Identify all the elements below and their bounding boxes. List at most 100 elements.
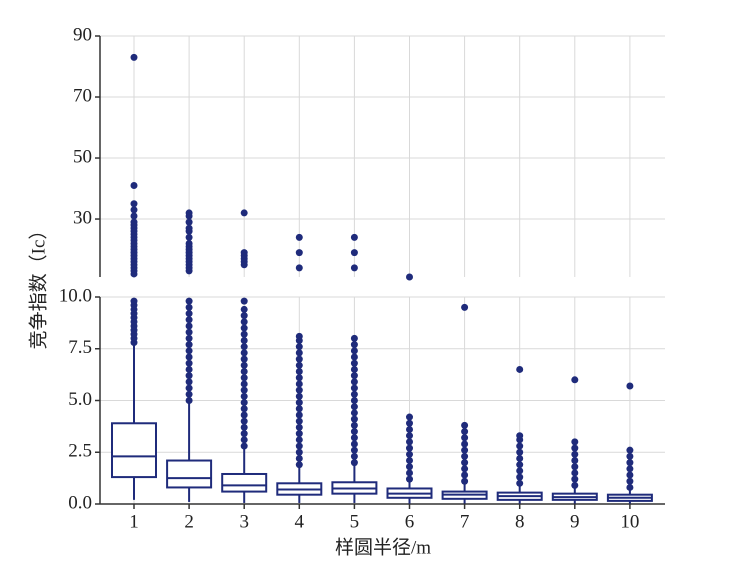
outlier: [626, 382, 634, 390]
outlier: [240, 405, 248, 413]
outlier: [240, 318, 248, 326]
outlier: [461, 477, 469, 485]
outlier: [295, 264, 303, 272]
x-tick-label: 3: [239, 511, 249, 532]
outlier: [406, 419, 413, 427]
outlier: [350, 415, 358, 423]
outlier: [516, 448, 524, 456]
outlier: [240, 297, 248, 305]
outlier: [406, 463, 413, 471]
outlier: [406, 475, 413, 483]
outlier: [571, 376, 579, 384]
outlier: [240, 261, 248, 269]
outlier: [130, 297, 138, 305]
outlier: [350, 446, 358, 454]
outlier: [240, 355, 248, 363]
box: [166, 459, 213, 489]
outlier: [350, 347, 358, 355]
outlier: [350, 397, 358, 404]
outlier: [240, 423, 248, 431]
outlier: [130, 181, 138, 189]
outlier: [350, 421, 358, 429]
y-tick-label: 5.0: [68, 389, 92, 410]
outlier: [185, 297, 193, 305]
outlier: [461, 465, 469, 473]
outlier: [461, 428, 469, 436]
outlier: [185, 233, 193, 241]
outlier: [350, 334, 358, 342]
outlier: [185, 218, 193, 226]
outlier: [350, 365, 358, 373]
outlier: [185, 328, 193, 336]
outlier: [516, 473, 524, 481]
outlier: [240, 392, 248, 400]
outlier: [516, 365, 524, 373]
x-tick-label: 5: [350, 511, 360, 532]
outlier: [240, 336, 248, 344]
outlier: [185, 378, 193, 386]
outlier: [240, 209, 248, 217]
outlier: [295, 392, 303, 400]
outlier: [240, 399, 248, 407]
outlier: [295, 436, 303, 444]
outlier: [350, 233, 358, 241]
outlier: [185, 397, 193, 404]
outlier: [295, 399, 303, 407]
outlier: [130, 206, 138, 214]
outlier: [295, 233, 303, 241]
outlier: [185, 212, 193, 220]
box: [221, 472, 268, 493]
outlier: [461, 421, 469, 429]
outlier: [406, 425, 413, 433]
outlier: [185, 341, 193, 349]
outlier: [185, 303, 193, 311]
outlier: [461, 452, 469, 460]
outlier: [406, 413, 413, 421]
outlier: [406, 432, 413, 440]
outlier: [626, 465, 634, 473]
outlier: [571, 481, 579, 489]
outlier: [185, 359, 193, 367]
outlier: [571, 457, 579, 465]
outlier: [461, 446, 469, 454]
outlier: [626, 483, 634, 491]
outlier: [240, 368, 248, 376]
outlier: [350, 372, 358, 380]
outlier: [185, 227, 193, 235]
outlier: [185, 372, 193, 380]
y-tick-label: 7.5: [68, 337, 92, 358]
outlier: [461, 471, 469, 479]
outlier: [130, 212, 138, 220]
outlier: [130, 200, 138, 208]
outlier: [406, 457, 413, 465]
outlier: [350, 378, 358, 386]
outlier: [185, 322, 193, 330]
outlier: [571, 444, 579, 452]
outlier: [571, 463, 579, 471]
y-tick-label: 0.0: [68, 492, 92, 513]
outlier: [185, 310, 193, 318]
outlier: [295, 405, 303, 413]
outlier: [185, 347, 193, 355]
outlier: [185, 390, 193, 398]
outlier: [295, 461, 303, 469]
outlier: [516, 442, 524, 450]
x-tick-label: 6: [405, 511, 415, 532]
outlier: [350, 428, 358, 436]
x-tick-label: 8: [515, 511, 525, 532]
outlier: [571, 438, 579, 446]
outlier: [516, 467, 524, 475]
outlier: [406, 450, 413, 458]
outlier: [240, 386, 248, 394]
outlier: [626, 459, 634, 467]
outlier: [295, 374, 303, 382]
outlier: [240, 442, 248, 450]
x-tick-label: 9: [570, 511, 580, 532]
outlier: [516, 479, 524, 487]
box: [111, 422, 157, 479]
outlier: [295, 332, 303, 340]
outlier: [626, 477, 634, 485]
outlier: [295, 423, 303, 431]
y-tick-label: 50: [73, 146, 92, 167]
